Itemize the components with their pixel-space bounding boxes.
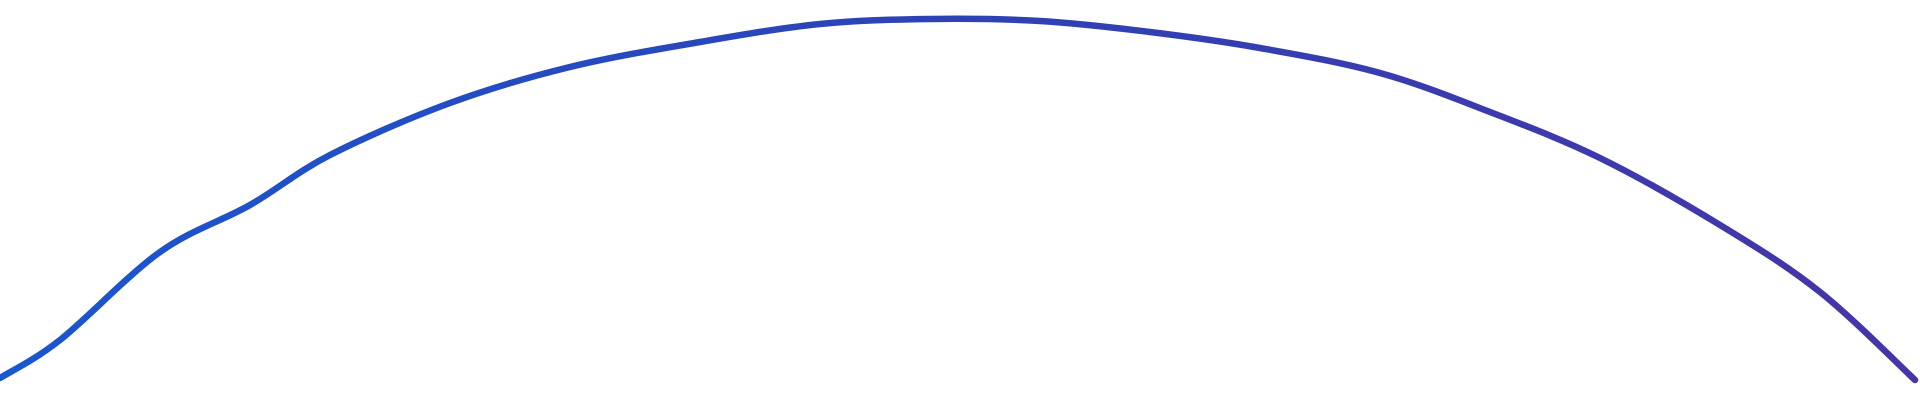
arc-curve-line <box>0 15 1919 384</box>
